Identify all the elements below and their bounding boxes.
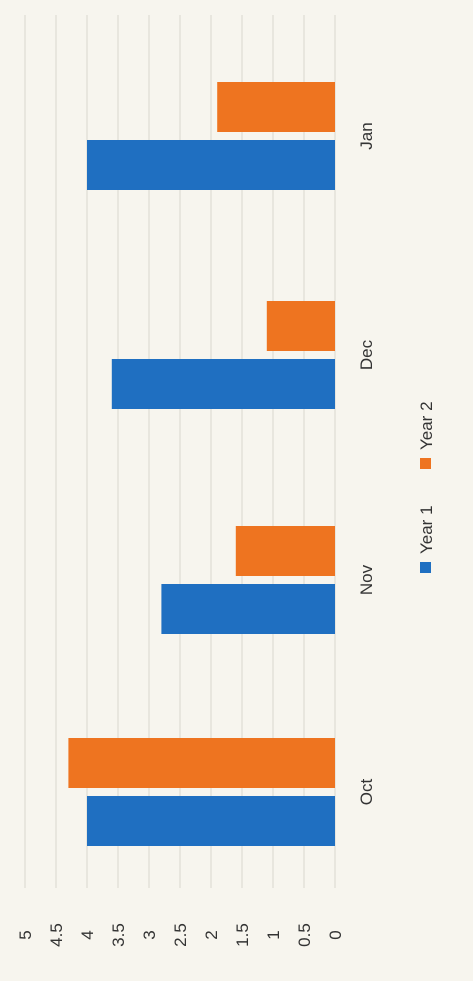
bar-year-1-dec bbox=[111, 359, 335, 409]
y-axis-ticks: 0 0.5 1 1.5 2 2.5 3 3.5 4 4.5 5 bbox=[16, 923, 345, 947]
bar-year-1-jan bbox=[87, 140, 335, 190]
y-tick-label: 3.5 bbox=[109, 923, 128, 947]
y-tick-label: 1.5 bbox=[233, 923, 252, 947]
y-tick-label: 4 bbox=[78, 930, 97, 939]
category-label-dec: Dec bbox=[357, 339, 376, 370]
legend-label: Year 2 bbox=[417, 401, 436, 450]
y-tick-label: 3 bbox=[140, 930, 159, 939]
category-label-jan: Jan bbox=[357, 122, 376, 149]
category-label-nov: Nov bbox=[357, 564, 376, 595]
bar-year-2-jan bbox=[217, 82, 335, 132]
x-axis-categories: Oct Nov Dec Jan bbox=[357, 122, 376, 805]
y-tick-label: 0.5 bbox=[295, 923, 314, 947]
y-tick-label: 4.5 bbox=[47, 923, 66, 947]
legend-label: Year 1 bbox=[417, 505, 436, 554]
y-tick-label: 0 bbox=[326, 930, 345, 939]
legend-swatch bbox=[420, 562, 431, 573]
bar-year-2-nov bbox=[235, 526, 335, 576]
bar-year-1-nov bbox=[161, 584, 335, 634]
bar-year-2-oct bbox=[68, 738, 336, 788]
bars bbox=[68, 82, 336, 846]
category-label-oct: Oct bbox=[357, 779, 376, 806]
legend: Year 1 Year 2 bbox=[417, 401, 436, 573]
bar-year-2-dec bbox=[266, 301, 335, 351]
y-tick-label: 1 bbox=[264, 930, 283, 939]
bar-year-1-oct bbox=[87, 796, 335, 846]
y-tick-label: 2 bbox=[202, 930, 221, 939]
legend-swatch bbox=[420, 458, 431, 469]
y-tick-label: 2.5 bbox=[171, 923, 190, 947]
y-tick-label: 5 bbox=[16, 930, 35, 939]
